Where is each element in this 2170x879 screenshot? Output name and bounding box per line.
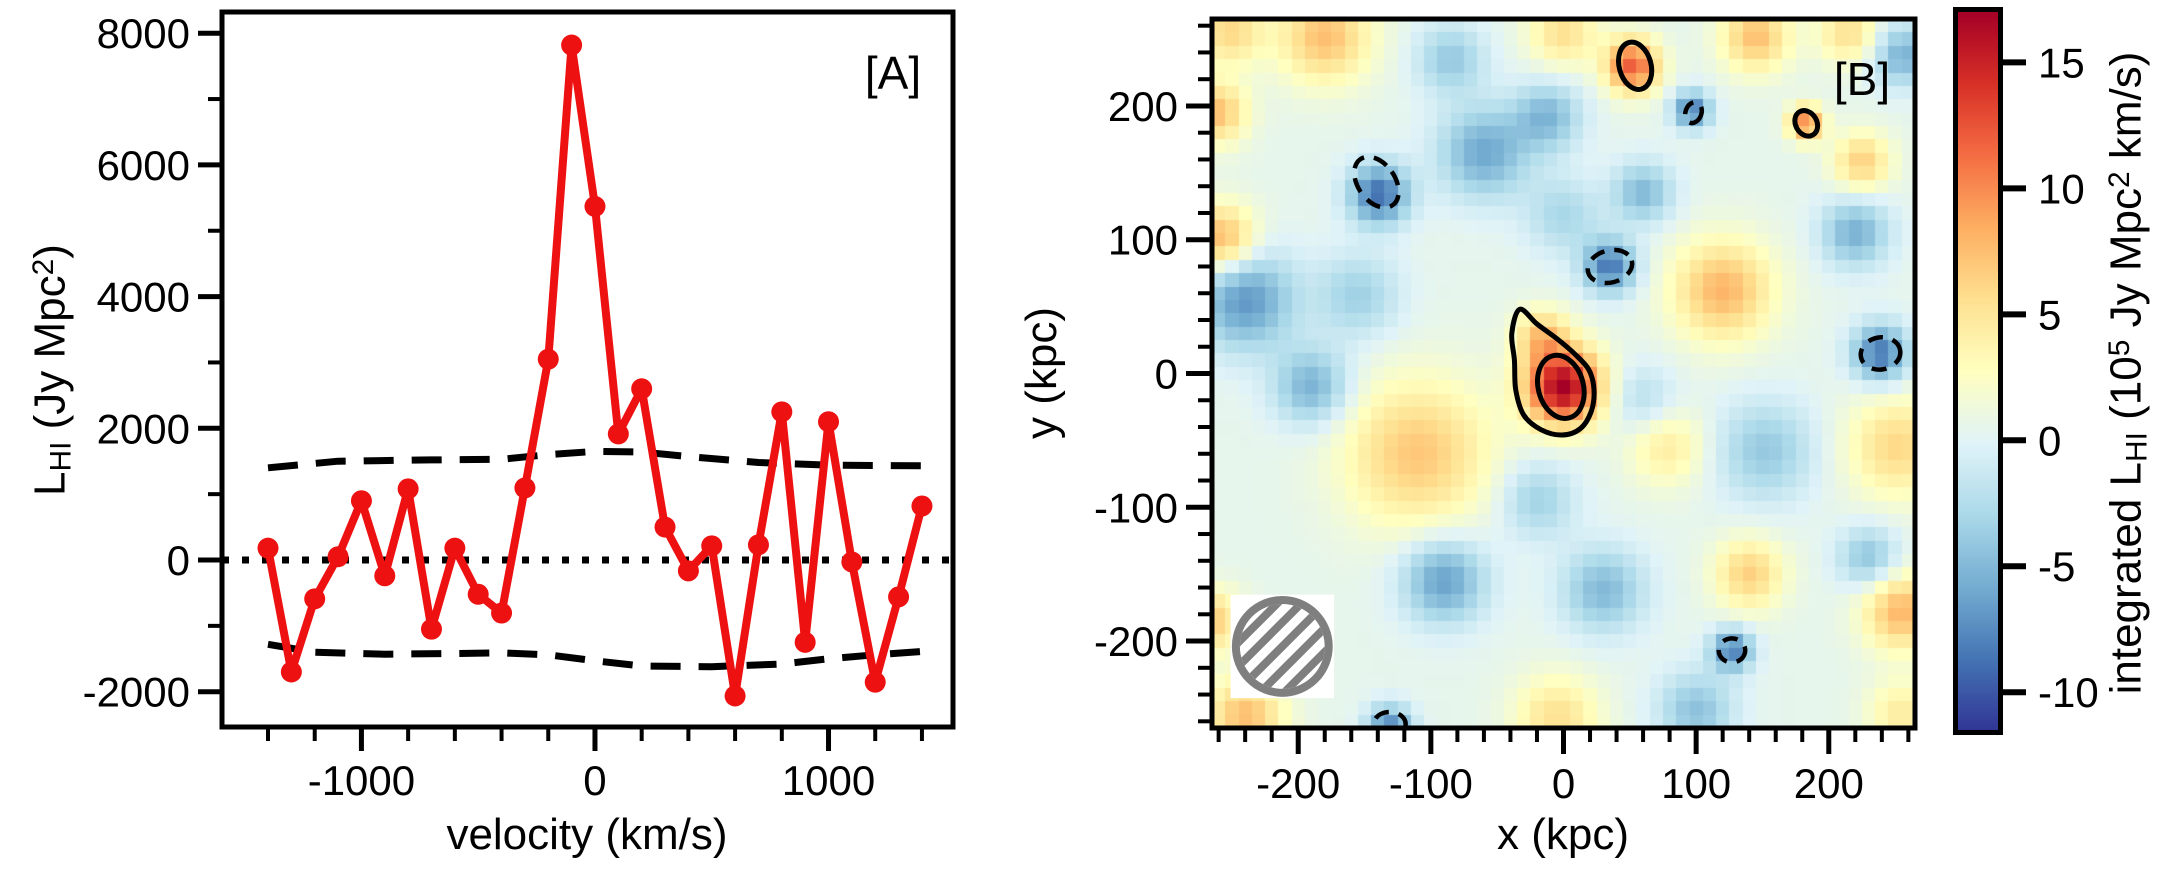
svg-text:200: 200 (1108, 83, 1178, 130)
svg-text:0: 0 (1552, 760, 1575, 807)
panel-a-yaxis-label: LHI (Jy Mpc2) (25, 244, 78, 496)
spectrum-markers (257, 34, 933, 707)
cbar-label-pre: integrated L (2101, 461, 2151, 695)
panel-b-yaxis-label: y (kpc) (1017, 307, 1066, 439)
svg-text:0: 0 (1155, 351, 1178, 398)
svg-text:-100: -100 (1094, 484, 1178, 531)
cbar-label-sup2: 2 (2102, 171, 2136, 189)
svg-text:0: 0 (583, 757, 606, 804)
svg-text:0: 0 (167, 537, 190, 584)
svg-text:8000: 8000 (97, 10, 190, 57)
noise-envelope (267, 447, 922, 472)
cbar-label-mid: (10 (2101, 356, 2151, 433)
hi-intensity-heatmap (1212, 19, 1915, 728)
svg-text:4000: 4000 (97, 274, 190, 321)
svg-text:-200: -200 (1256, 760, 1340, 807)
svg-text:-5: -5 (2038, 543, 2075, 590)
svg-text:15: 15 (2038, 39, 2085, 86)
svg-text:100: 100 (1661, 760, 1731, 807)
ylabel-a-subscript: HI (44, 441, 78, 472)
svg-text:1000: 1000 (782, 757, 875, 804)
colorbar (1953, 7, 2003, 735)
panel-a-axes: -1000 0 1000 -2000 0 2000 4000 6000 8000 (83, 10, 953, 804)
cbar-label-sup1: 5 (2102, 339, 2136, 357)
spectrum-line (264, 41, 926, 700)
cbar-label-mid2: Jy Mpc (2101, 188, 2151, 340)
panel-a-xaxis-label: velocity (km/s) (446, 810, 728, 859)
panel-a-frame (219, 9, 956, 730)
svg-text:5: 5 (2038, 291, 2061, 338)
ylabel-a-exponent: 2 (26, 258, 60, 276)
svg-text:-200: -200 (1094, 618, 1178, 665)
svg-text:100: 100 (1108, 217, 1178, 264)
svg-text:10: 10 (2038, 165, 2085, 212)
svg-text:-2000: -2000 (83, 669, 190, 716)
cbar-label-post: km/s) (2101, 51, 2151, 172)
noise-envelope (267, 640, 923, 671)
svg-text:-100: -100 (1389, 760, 1473, 807)
panel-b-tag: [B] (1833, 53, 1891, 105)
ylabel-a-symbol: L (25, 471, 75, 496)
colorbar-label: integrated LHI (105 Jy Mpc2 km/s) (2101, 52, 2154, 695)
panel-a-tag: [A] (864, 47, 922, 99)
svg-text:200: 200 (1794, 760, 1864, 807)
svg-text:-10: -10 (2038, 669, 2099, 716)
colorbar-ticks: 15 10 5 0 -5 -10 (1998, 39, 2099, 716)
ylabel-a-close: ) (25, 244, 75, 259)
svg-text:2000: 2000 (97, 405, 190, 452)
ylabel-a-units: (Jy Mpc (25, 275, 75, 442)
cbar-label-sub: HI (2120, 432, 2154, 462)
svg-text:-1000: -1000 (308, 757, 415, 804)
panel-b-xaxis-label: x (kpc) (1497, 810, 1629, 859)
svg-text:0: 0 (2038, 417, 2061, 464)
svg-text:6000: 6000 (97, 142, 190, 189)
